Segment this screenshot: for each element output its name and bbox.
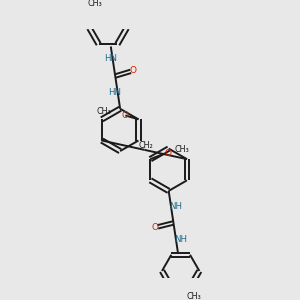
Text: HN: HN — [108, 88, 121, 97]
Text: O: O — [130, 66, 137, 75]
Text: CH₃: CH₃ — [97, 107, 111, 116]
Text: HN: HN — [104, 54, 117, 63]
Text: O: O — [165, 149, 172, 158]
Text: O: O — [122, 111, 129, 120]
Text: O: O — [151, 223, 158, 232]
Text: CH₃: CH₃ — [175, 146, 190, 154]
Text: CH₃: CH₃ — [186, 292, 201, 300]
Text: NH: NH — [169, 202, 182, 211]
Text: CH₃: CH₃ — [88, 0, 103, 8]
Text: NH: NH — [174, 235, 187, 244]
Text: CH₂: CH₂ — [138, 141, 153, 150]
